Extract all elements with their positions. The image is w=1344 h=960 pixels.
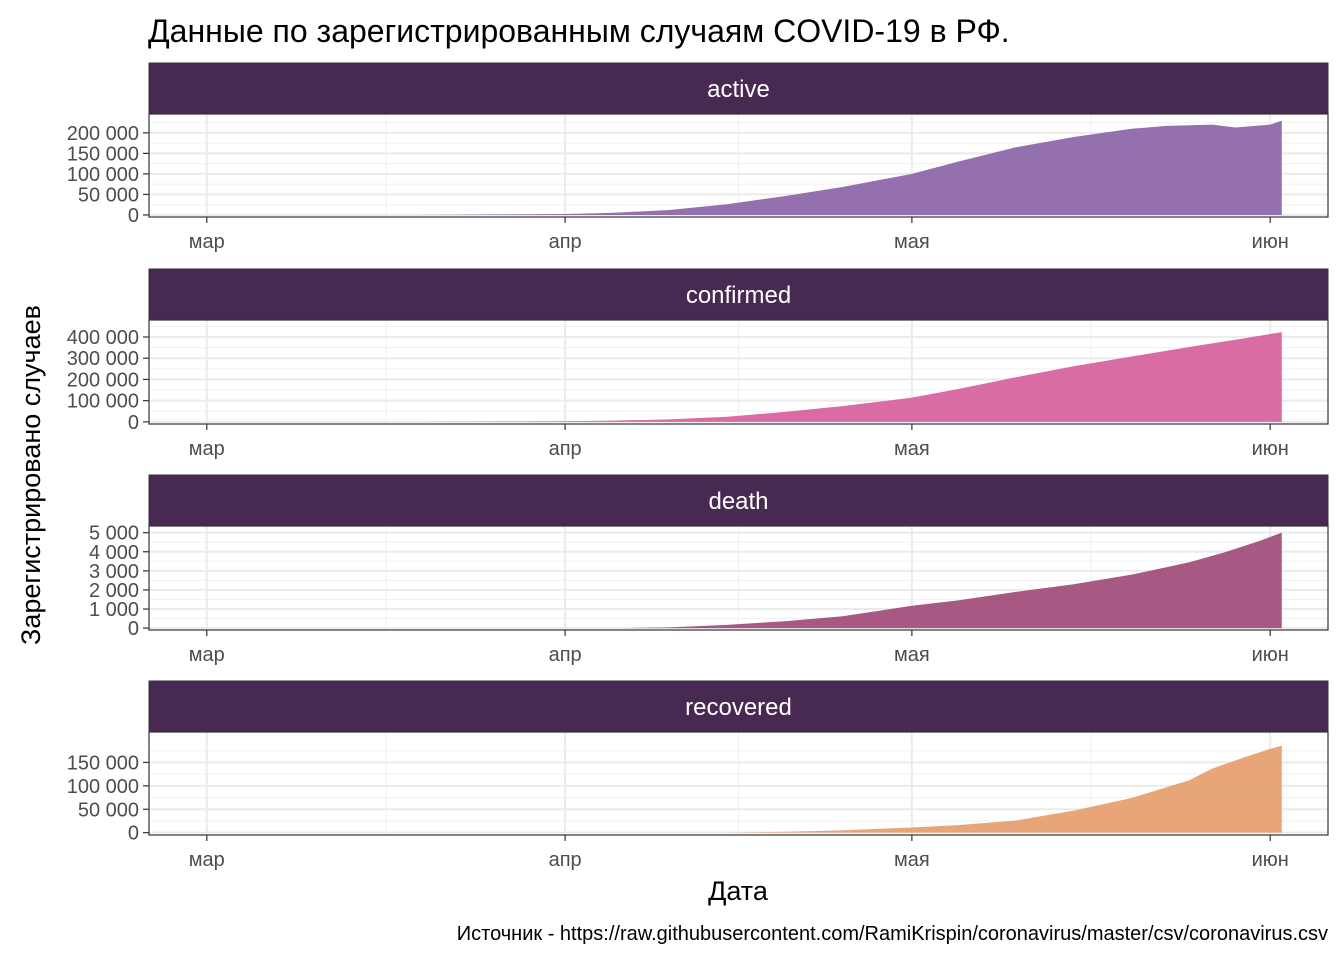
y-tick-label: 50 000 xyxy=(78,799,139,821)
y-tick-label: 150 000 xyxy=(67,143,139,165)
area-recovered xyxy=(726,745,1282,833)
area-death xyxy=(622,532,1282,629)
y-tick-label: 0 xyxy=(128,205,139,227)
x-tick-label: июн xyxy=(1252,231,1289,253)
x-tick-label: мар xyxy=(189,438,225,460)
x-tick-label: июн xyxy=(1252,644,1289,666)
y-tick-label: 200 000 xyxy=(67,369,139,391)
panel-strip-label: death xyxy=(708,488,768,515)
y-tick-label: 0 xyxy=(128,618,139,640)
x-tick-label: апр xyxy=(549,231,582,253)
area-active xyxy=(414,119,1282,215)
y-tick-label: 400 000 xyxy=(67,327,139,349)
panel-strip-label: confirmed xyxy=(686,282,791,309)
panel-strip xyxy=(148,62,1329,115)
y-tick-label: 100 000 xyxy=(67,391,139,413)
x-tick-label: мая xyxy=(894,231,930,253)
y-tick-label: 100 000 xyxy=(67,776,139,798)
x-tick-label: апр xyxy=(549,644,582,666)
y-tick-label: 0 xyxy=(128,412,139,434)
x-tick-label: апр xyxy=(549,438,582,460)
x-tick-label: мар xyxy=(189,644,225,666)
y-tick-label: 5 000 xyxy=(89,523,139,545)
y-tick-label: 150 000 xyxy=(67,752,139,774)
x-tick-label: июн xyxy=(1252,849,1289,871)
panel-border xyxy=(148,319,1329,425)
area-confirmed xyxy=(414,332,1282,422)
panel-strip xyxy=(148,268,1329,321)
panel-strip xyxy=(148,680,1329,733)
x-axis-title: Дата xyxy=(708,876,769,906)
y-tick-label: 50 000 xyxy=(78,184,139,206)
panel-strip-label: active xyxy=(707,76,770,103)
x-tick-label: мар xyxy=(189,849,225,871)
y-tick-label: 200 000 xyxy=(67,123,139,145)
y-tick-label: 4 000 xyxy=(89,542,139,564)
x-tick-label: мая xyxy=(894,849,930,871)
x-tick-label: июн xyxy=(1252,438,1289,460)
source-caption: Источник - https://raw.githubusercontent… xyxy=(457,923,1328,945)
x-tick-label: мар xyxy=(189,231,225,253)
chart-title: Данные по зарегистрированным случаям COV… xyxy=(148,13,1010,49)
x-tick-label: мая xyxy=(894,438,930,460)
y-tick-label: 2 000 xyxy=(89,580,139,602)
y-axis-title: Зарегистрировано случаев xyxy=(16,305,46,645)
panel-border xyxy=(148,113,1329,218)
x-tick-label: мая xyxy=(894,644,930,666)
y-tick-label: 100 000 xyxy=(67,164,139,186)
y-tick-label: 3 000 xyxy=(89,561,139,583)
y-tick-label: 1 000 xyxy=(89,599,139,621)
panel-border xyxy=(148,525,1329,631)
y-tick-label: 300 000 xyxy=(67,348,139,370)
panel-border xyxy=(148,731,1329,836)
panel-strip-label: recovered xyxy=(685,694,792,721)
y-tick-label: 0 xyxy=(128,823,139,845)
x-tick-label: апр xyxy=(549,849,582,871)
